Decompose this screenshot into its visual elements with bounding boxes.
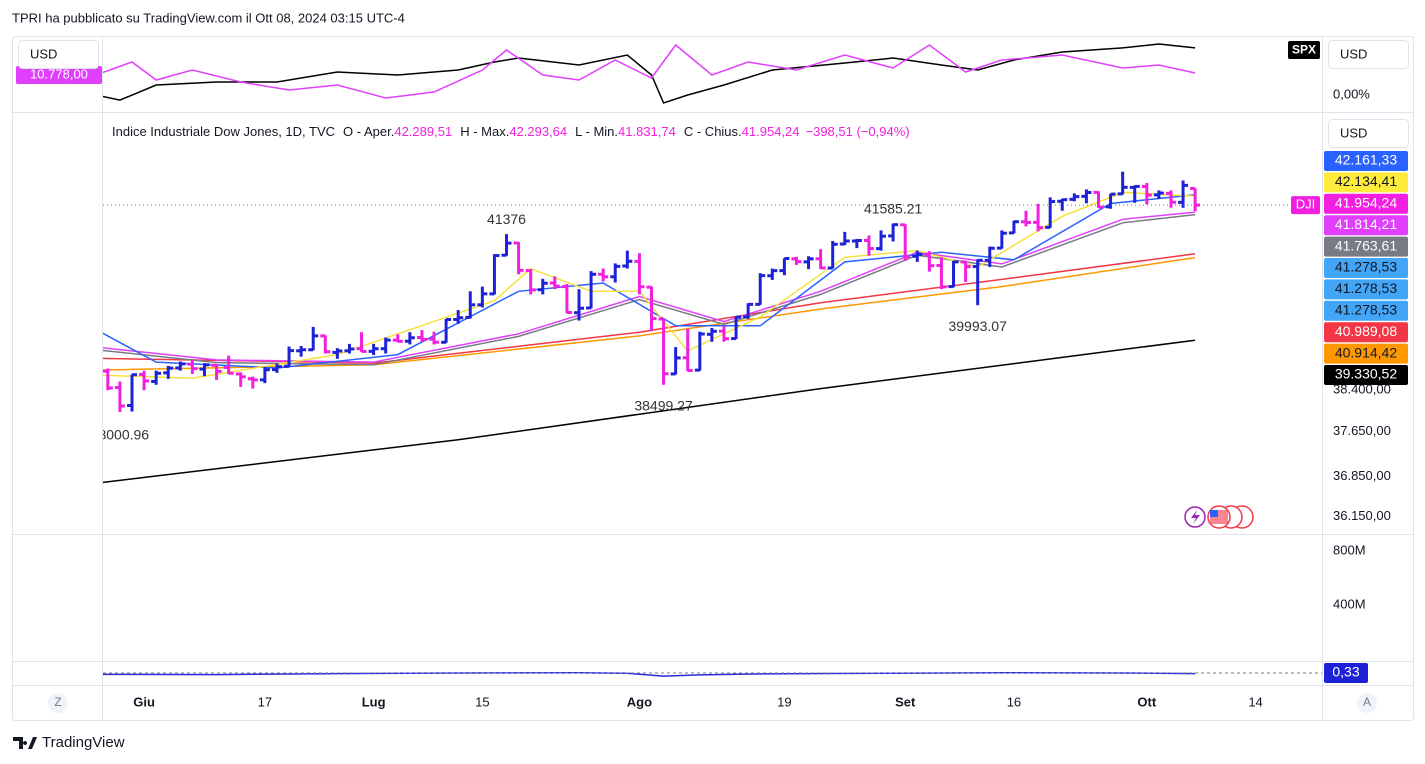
series-line bbox=[103, 191, 1196, 379]
price-tag bbox=[1324, 258, 1408, 278]
x-tick-label: Giu bbox=[133, 694, 155, 709]
pivot-label: 38499.27 bbox=[634, 397, 693, 413]
symbol-tag-label: SPX bbox=[1292, 43, 1316, 57]
price-tag-label: 42.161,33 bbox=[1335, 152, 1397, 168]
y-tick-label: 0,00% bbox=[1333, 86, 1370, 101]
currency-label[interactable]: USD bbox=[1340, 46, 1367, 61]
symbol-tag bbox=[1288, 41, 1320, 59]
price-tag-label: 41.954,24 bbox=[1335, 195, 1397, 211]
series-line bbox=[103, 339, 1196, 484]
price-tag bbox=[1324, 322, 1408, 343]
compare-tag-label: 10.778,00 bbox=[30, 66, 88, 81]
pivot-label: 39993.07 bbox=[948, 318, 1007, 334]
pivot-label: 38000.96 bbox=[91, 427, 150, 443]
price-tag-label: 41.814,21 bbox=[1335, 216, 1397, 232]
price-tag-label: 41.278,53 bbox=[1335, 259, 1397, 275]
pivot-label: 41585.21 bbox=[864, 200, 923, 216]
logo bbox=[13, 737, 37, 749]
price-tag bbox=[1324, 365, 1408, 385]
event-icon bbox=[1191, 510, 1200, 524]
price-tag-label: 41.763,61 bbox=[1335, 237, 1397, 253]
series-line bbox=[103, 211, 1196, 363]
y-tick-label: 36.150,00 bbox=[1333, 508, 1391, 523]
oscillator-panel bbox=[103, 671, 1322, 677]
y-tick-label: 36.850,00 bbox=[1333, 468, 1391, 483]
series-line bbox=[103, 256, 1196, 371]
currency-label[interactable]: USD bbox=[1340, 125, 1367, 140]
price-tag-label: 41.278,53 bbox=[1335, 280, 1397, 296]
series-line bbox=[103, 671, 1196, 677]
legend-value: 42.293,64 bbox=[509, 124, 567, 139]
y-tick-label: 400M bbox=[1333, 596, 1366, 611]
series-line bbox=[103, 43, 1196, 99]
legend-label: L - Min. bbox=[575, 124, 618, 139]
value-tag bbox=[1324, 663, 1368, 683]
legend-label: O - Aper. bbox=[343, 124, 394, 139]
currency-label[interactable]: USD bbox=[30, 46, 57, 61]
price-tag bbox=[1324, 300, 1408, 321]
pivot-label: 41376 bbox=[487, 211, 526, 227]
x-tick-label: 19 bbox=[777, 694, 791, 709]
series-line bbox=[103, 194, 1196, 369]
legend-label: C - Chius. bbox=[684, 124, 742, 139]
legend-title: Indice Industriale Dow Jones, 1D, TVC bbox=[112, 124, 335, 139]
x-tick-label: Lug bbox=[362, 694, 386, 709]
x-tick-label: 15 bbox=[475, 694, 489, 709]
x-tick-label: 16 bbox=[1007, 694, 1021, 709]
x-tick-label: Set bbox=[895, 694, 916, 709]
button[interactable] bbox=[48, 693, 68, 713]
y-tick-label: 38.400,00 bbox=[1333, 382, 1391, 397]
currency-button[interactable] bbox=[18, 40, 99, 69]
price-tag bbox=[1324, 343, 1408, 364]
price-tag bbox=[1324, 172, 1408, 193]
price-tag bbox=[1324, 215, 1408, 236]
y-tick-label: 800M bbox=[1333, 542, 1366, 557]
compare-panel bbox=[103, 43, 1196, 104]
price-tag-label: 42.134,41 bbox=[1335, 173, 1397, 189]
y-tick-label: 37.650,00 bbox=[1333, 423, 1391, 438]
price-tag bbox=[1324, 193, 1408, 214]
currency-button[interactable] bbox=[1328, 40, 1409, 69]
legend-value: 42.289,51 bbox=[394, 124, 452, 139]
legend-value: 41.831,74 bbox=[618, 124, 676, 139]
price-tag-label: 41.278,53 bbox=[1335, 302, 1397, 318]
published-note: TPRI ha pubblicato su TradingView.com il… bbox=[12, 10, 405, 25]
price-tag-label: 40.914,42 bbox=[1335, 344, 1397, 360]
x-tick-label: 17 bbox=[258, 694, 272, 709]
series-line bbox=[103, 213, 1196, 366]
price-panel: 41376 41585.21 39993.07 38499.27 38000.96 bbox=[91, 171, 1322, 484]
x-tick-label: Ott bbox=[1137, 694, 1156, 709]
series-line bbox=[103, 43, 1196, 104]
value-tag-label: 0,33 bbox=[1332, 664, 1359, 680]
button-label[interactable]: A bbox=[1363, 695, 1371, 709]
button-label[interactable]: Z bbox=[54, 695, 61, 709]
currency-button[interactable] bbox=[1328, 119, 1409, 148]
frame bbox=[12, 36, 1414, 721]
legend-value: 41.954,24 bbox=[742, 124, 800, 139]
legend: Indice Industriale Dow Jones, 1D, TVC O -… bbox=[112, 124, 910, 139]
price-tag bbox=[1324, 236, 1408, 257]
price-tag bbox=[1324, 279, 1408, 300]
x-tick-label: Ago bbox=[627, 694, 652, 709]
price-tag-label: 39.330,52 bbox=[1335, 366, 1397, 382]
button[interactable] bbox=[1357, 693, 1377, 713]
flag-icon bbox=[1210, 510, 1218, 517]
price-tag-label: 40.989,08 bbox=[1335, 323, 1397, 339]
symbol-tag-label: DJI bbox=[1296, 197, 1316, 212]
symbol-tag bbox=[1291, 196, 1320, 215]
x-tick-label: 14 bbox=[1248, 694, 1262, 709]
price-tag bbox=[1324, 151, 1408, 171]
compare-tag bbox=[16, 66, 102, 84]
brand: TradingView bbox=[42, 734, 125, 751]
legend-label: H - Max. bbox=[460, 124, 509, 139]
legend-change: −398,51 (−0,94%) bbox=[806, 124, 910, 139]
